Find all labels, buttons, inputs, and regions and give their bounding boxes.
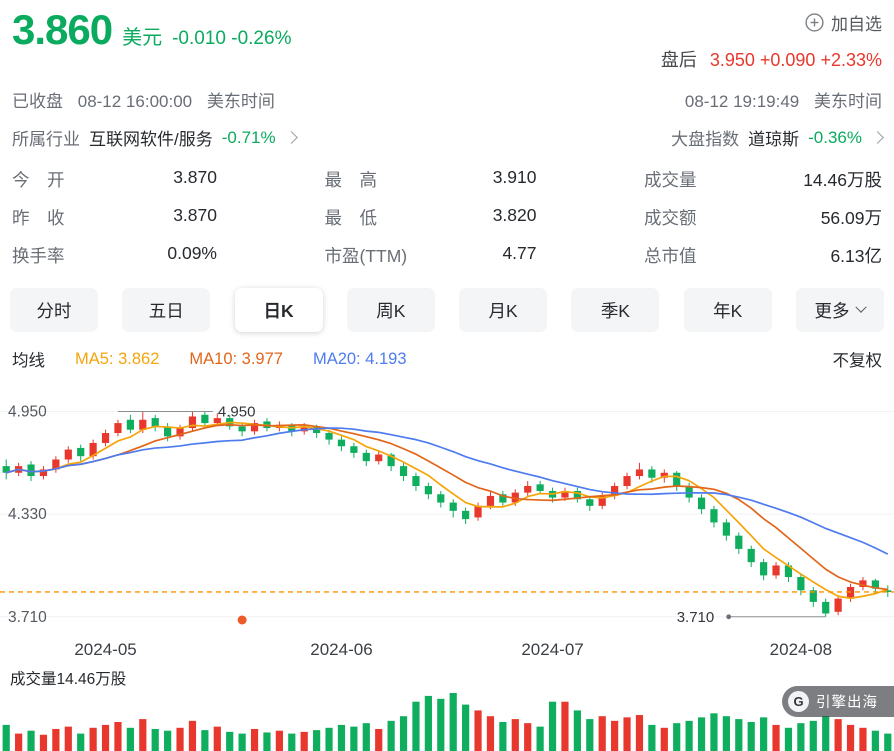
x-tick-label: 2024-07 xyxy=(521,640,584,659)
stat-high: 最 高 3.910 xyxy=(324,167,537,190)
svg-text:4.330: 4.330 xyxy=(8,506,47,523)
add-circle-icon xyxy=(805,13,824,32)
svg-text:4.950: 4.950 xyxy=(8,403,47,420)
adjustment-toggle[interactable]: 不复权 xyxy=(832,352,883,370)
ma5-legend: MA5: 3.862 xyxy=(75,349,160,368)
stat-turnover-amount: 成交额 56.09万 xyxy=(644,208,882,228)
index-change: -0.36% xyxy=(808,127,862,147)
industry-label: 所属行业 xyxy=(12,130,80,149)
chevron-right-icon xyxy=(284,131,298,144)
stats-grid: 今 开 3.870 最 高 3.910 成交量 14.46万股 昨 收 3.87… xyxy=(0,167,894,268)
ma-prefix: 均线 xyxy=(12,352,45,370)
current-price: 3.860 xyxy=(12,6,113,53)
timezone-label: 美东时间 xyxy=(206,92,275,111)
stat-open: 今 开 3.870 xyxy=(12,167,217,190)
header-right: 加自选 盘后 3.950 +0.090 +2.33% xyxy=(661,6,882,72)
tab-more[interactable]: 更多 xyxy=(795,288,884,332)
tab-intraday[interactable]: 分时 xyxy=(10,288,98,332)
tab-5day[interactable]: 五日 xyxy=(122,288,211,332)
price-block: 3.860 美元 -0.010 -0.26% xyxy=(12,6,291,72)
index-name: 道琼斯 xyxy=(748,130,800,149)
x-tick-label: 2024-08 xyxy=(769,640,833,659)
index-label: 大盘指数 xyxy=(671,130,740,149)
after-hours-timezone: 美东时间 xyxy=(814,92,882,111)
price-pane[interactable]: 4.950 3.710 4.950 4.330 3.710 xyxy=(0,385,894,635)
stat-volume: 成交量 14.46万股 xyxy=(644,170,882,190)
add-watchlist-label: 加自选 xyxy=(831,15,882,34)
watermark: G 引擎出海 xyxy=(782,686,894,717)
stat-low: 最 低 3.820 xyxy=(324,205,537,228)
currency-label: 美元 xyxy=(122,27,163,49)
market-state: 已收盘 xyxy=(12,92,63,111)
volume-label: 成交量14.46万股 xyxy=(10,671,127,688)
industry-name: 互联网软件/服务 xyxy=(89,130,213,149)
volume-pane[interactable]: 成交量14.46万股 xyxy=(0,665,894,751)
svg-text:4.950: 4.950 xyxy=(218,403,256,420)
ma20-legend: MA20: 4.193 xyxy=(312,349,407,368)
after-hours-label: 盘后 xyxy=(660,50,697,70)
market-status-right: 08-12 19:19:49 美东时间 xyxy=(685,87,882,112)
industry-link[interactable]: 所属行业 互联网软件/服务 -0.71% xyxy=(12,125,298,150)
x-axis-labels: 2024-05 2024-06 2024-07 2024-08 xyxy=(0,635,894,665)
x-tick-label: 2024-06 xyxy=(310,640,373,659)
add-watchlist-button[interactable]: 加自选 xyxy=(661,10,882,35)
tab-quarterly-k[interactable]: 季K xyxy=(571,288,660,332)
industry-index-row: 所属行业 互联网软件/服务 -0.71% 大盘指数 道琼斯 -0.36% xyxy=(0,125,894,150)
industry-change: -0.71% xyxy=(221,127,276,147)
svg-text:3.710: 3.710 xyxy=(8,609,47,626)
market-status-left: 已收盘 08-12 16:00:00 美东时间 xyxy=(12,87,275,112)
header: 3.860 美元 -0.010 -0.26% 加自选 盘后 3.950 +0.0… xyxy=(0,0,894,72)
stat-turnover-rate: 换手率 0.09% xyxy=(12,243,217,266)
tab-monthly-k[interactable]: 月K xyxy=(459,288,548,332)
stat-prev-close: 昨 收 3.870 xyxy=(12,205,217,228)
close-time: 08-12 16:00:00 xyxy=(77,92,193,111)
price-change: -0.010 -0.26% xyxy=(172,28,292,49)
after-hours-value: 3.950 +0.090 +2.33% xyxy=(709,50,882,70)
chevron-right-icon xyxy=(871,131,884,144)
period-tabs: 分时 五日 日K 周K 月K 季K 年K 更多 xyxy=(0,288,894,332)
watermark-text: 引擎出海 xyxy=(816,695,878,711)
volume-bars xyxy=(2,693,892,751)
stat-market-cap: 总市值 6.13亿 xyxy=(644,246,882,266)
after-hours-time: 08-12 19:19:49 xyxy=(684,92,800,111)
x-tick-label: 2024-05 xyxy=(74,640,137,659)
stat-pe-ttm: 市盈(TTM) 4.77 xyxy=(324,243,537,266)
tab-daily-k[interactable]: 日K xyxy=(234,288,323,332)
market-status-row: 已收盘 08-12 16:00:00 美东时间 08-12 19:19:49 美… xyxy=(0,87,894,112)
ma-legend-row: 均线 MA5: 3.862 MA10: 3.977 MA20: 4.193 不复… xyxy=(0,347,894,371)
candlestick-chart[interactable]: 4.950 3.710 4.950 4.330 3.710 xyxy=(0,385,894,635)
after-hours-quote: 盘后 3.950 +0.090 +2.33% xyxy=(661,46,882,72)
watermark-logo-icon: G xyxy=(788,691,809,712)
tab-yearly-k[interactable]: 年K xyxy=(683,288,772,332)
chevron-down-icon xyxy=(855,301,868,313)
svg-text:3.710: 3.710 xyxy=(677,609,715,626)
market-index-link[interactable]: 大盘指数 道琼斯 -0.36% xyxy=(671,125,884,150)
tab-weekly-k[interactable]: 周K xyxy=(346,288,435,332)
ma10-legend: MA10: 3.977 xyxy=(189,349,283,368)
